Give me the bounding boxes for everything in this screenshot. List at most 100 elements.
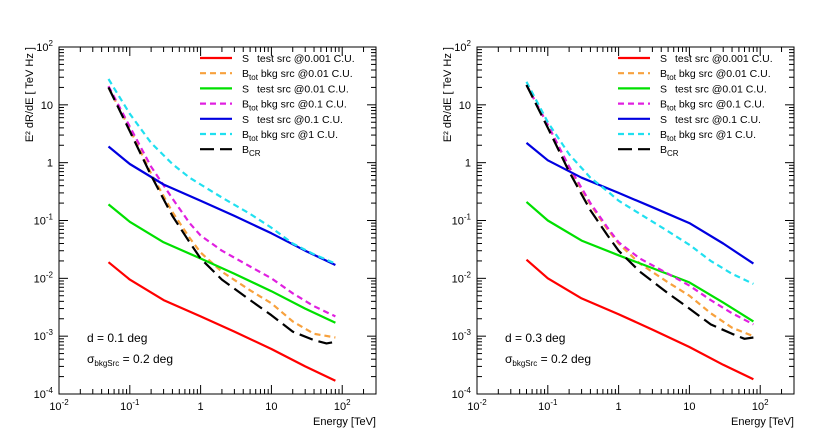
legend-label-3-rest: test src @0.01 C.U.: [675, 83, 767, 95]
y-tick-label-base: 10: [452, 331, 464, 343]
x-tick-label: 102: [334, 398, 351, 413]
legend-label-6-rest: bkg src @1 C.U.: [258, 129, 338, 141]
y-tick-label: 10: [41, 100, 53, 112]
annotation-distance: d = 0.1 deg: [87, 331, 147, 345]
series-line-3: [107, 203, 336, 324]
x-tick-label-base: 1: [616, 401, 622, 413]
series-line-4: [525, 84, 754, 326]
legend-label-3-main: S: [242, 83, 249, 95]
x-tick-label: 102: [752, 398, 769, 413]
x-axis-title: Energy [TeV]: [731, 416, 794, 428]
x-tick-label: 10: [265, 401, 277, 413]
y-tick-label-base: 10: [452, 389, 464, 401]
chart-panel-2: 10-2 10-1 1 10 10210-410-310-210-1110102Ener…: [442, 39, 795, 428]
y-tick-label: 10-2: [452, 270, 472, 285]
y-tick-label: 10-3: [452, 328, 472, 343]
series-line-7: [107, 86, 336, 345]
legend-label-7-main: B: [660, 144, 667, 156]
x-tick-label: 10-1: [538, 398, 558, 413]
x-tick-label-base: 10: [752, 401, 764, 413]
y-tick-label-exp: 2: [49, 39, 54, 48]
annotation-sigma-main: σ: [505, 352, 513, 366]
series-line-6: [107, 78, 336, 265]
y-tick-label-exp: -4: [464, 386, 472, 395]
x-tick-label-base: 10: [265, 401, 277, 413]
x-tick-label-base: 10: [538, 401, 550, 413]
legend-label-3-rest: test src @0.01 C.U.: [257, 83, 349, 95]
legend-label-5-main: S: [660, 114, 667, 126]
legend-label-4-sub: tot: [249, 104, 259, 113]
series-line-6: [525, 81, 754, 285]
x-tick-label-base: 10: [683, 401, 695, 413]
legend-label-5-rest: test src @0.1 C.U.: [257, 114, 343, 126]
annotation-sigma-rest: = 0.2 deg: [119, 352, 173, 366]
legend-label-6-main: B: [242, 129, 249, 141]
legend-label-6: Btot bkg src @1 C.U.: [660, 129, 756, 143]
legend-label-4-rest: bkg src @0.1 C.U.: [258, 99, 347, 111]
legend-label-1-rest: test src @0.001 C.U.: [675, 53, 773, 65]
series-line-5: [107, 145, 336, 266]
legend-label-5-main: S: [242, 114, 249, 126]
x-tick-label-exp: -1: [132, 398, 140, 407]
legend-label-7-main: B: [242, 144, 249, 156]
y-tick-label: 102: [36, 39, 53, 54]
y-tick-label-base: 10: [34, 331, 46, 343]
y-tick-label-exp: -1: [46, 213, 54, 222]
legend-label-6-sub: tot: [667, 134, 677, 143]
y-tick-label-exp: -2: [46, 270, 54, 279]
legend-label-6: Btot bkg src @1 C.U.: [242, 129, 338, 143]
x-tick-label: 1: [198, 401, 204, 413]
series-line-2: [107, 86, 336, 339]
legend-label-7: BCR: [242, 144, 261, 158]
legend-label-6-rest: bkg src @1 C.U.: [676, 129, 756, 141]
y-tick-label: 1: [47, 158, 53, 170]
legend-label-4: Btot bkg src @0.1 C.U.: [660, 99, 765, 113]
legend-label-1-main: S: [660, 53, 667, 65]
legend-label-5-rest: test src @0.1 C.U.: [675, 114, 761, 126]
y-tick-label-exp: -3: [46, 328, 54, 337]
legend-label-2: Btot bkg src @0.01 C.U.: [660, 68, 771, 82]
y-tick-label-exp: 2: [467, 39, 472, 48]
y-tick-label-base: 10: [452, 273, 464, 285]
legend-label-7-sub: CR: [667, 149, 679, 158]
y-tick-label: 102: [454, 39, 471, 54]
legend-label-2-rest: bkg src @0.01 C.U.: [258, 68, 353, 80]
y-axis-title: E² dR/dE [ TeV Hz ]: [24, 47, 36, 142]
y-axis-title: E² dR/dE [ TeV Hz ]: [442, 47, 454, 142]
y-tick-label-base: 10: [41, 100, 53, 112]
x-tick-label-base: 10: [334, 401, 346, 413]
legend-label-6-main: B: [660, 129, 667, 141]
x-tick-label-exp: -2: [62, 398, 70, 407]
y-tick-label-base: 10: [34, 273, 46, 285]
x-tick-label-base: 10: [467, 401, 479, 413]
y-tick-label-base: 10: [34, 216, 46, 228]
x-tick-label-exp: 2: [764, 398, 769, 407]
x-tick-label-base: 10: [49, 401, 61, 413]
annotation-distance: d = 0.3 deg: [505, 331, 565, 345]
y-tick-label-base: 10: [452, 216, 464, 228]
legend-label-2-main: B: [242, 68, 249, 80]
x-axis-title: Energy [TeV]: [313, 416, 376, 428]
x-tick-label-exp: -1: [550, 398, 558, 407]
y-tick-label-exp: -1: [464, 213, 472, 222]
legend-label-2-sub: tot: [249, 73, 259, 82]
legend-label-1-main: S: [242, 53, 249, 65]
y-tick-label: 10-3: [34, 328, 54, 343]
series-line-1: [525, 258, 754, 381]
legend-label-6-sub: tot: [249, 134, 259, 143]
annotation-sigma-rest: = 0.2 deg: [537, 352, 591, 366]
y-tick-label: 10-1: [34, 213, 54, 228]
legend-label-3-main: S: [660, 83, 667, 95]
legend-label-4-sub: tot: [667, 104, 677, 113]
y-tick-label-base: 10: [34, 389, 46, 401]
y-tick-label: 10-4: [34, 386, 54, 401]
chart-panel-1: 10-2 10-1 1 10 10210-410-310-210-1110102Ener…: [24, 39, 377, 428]
y-tick-label-exp: -2: [464, 270, 472, 279]
